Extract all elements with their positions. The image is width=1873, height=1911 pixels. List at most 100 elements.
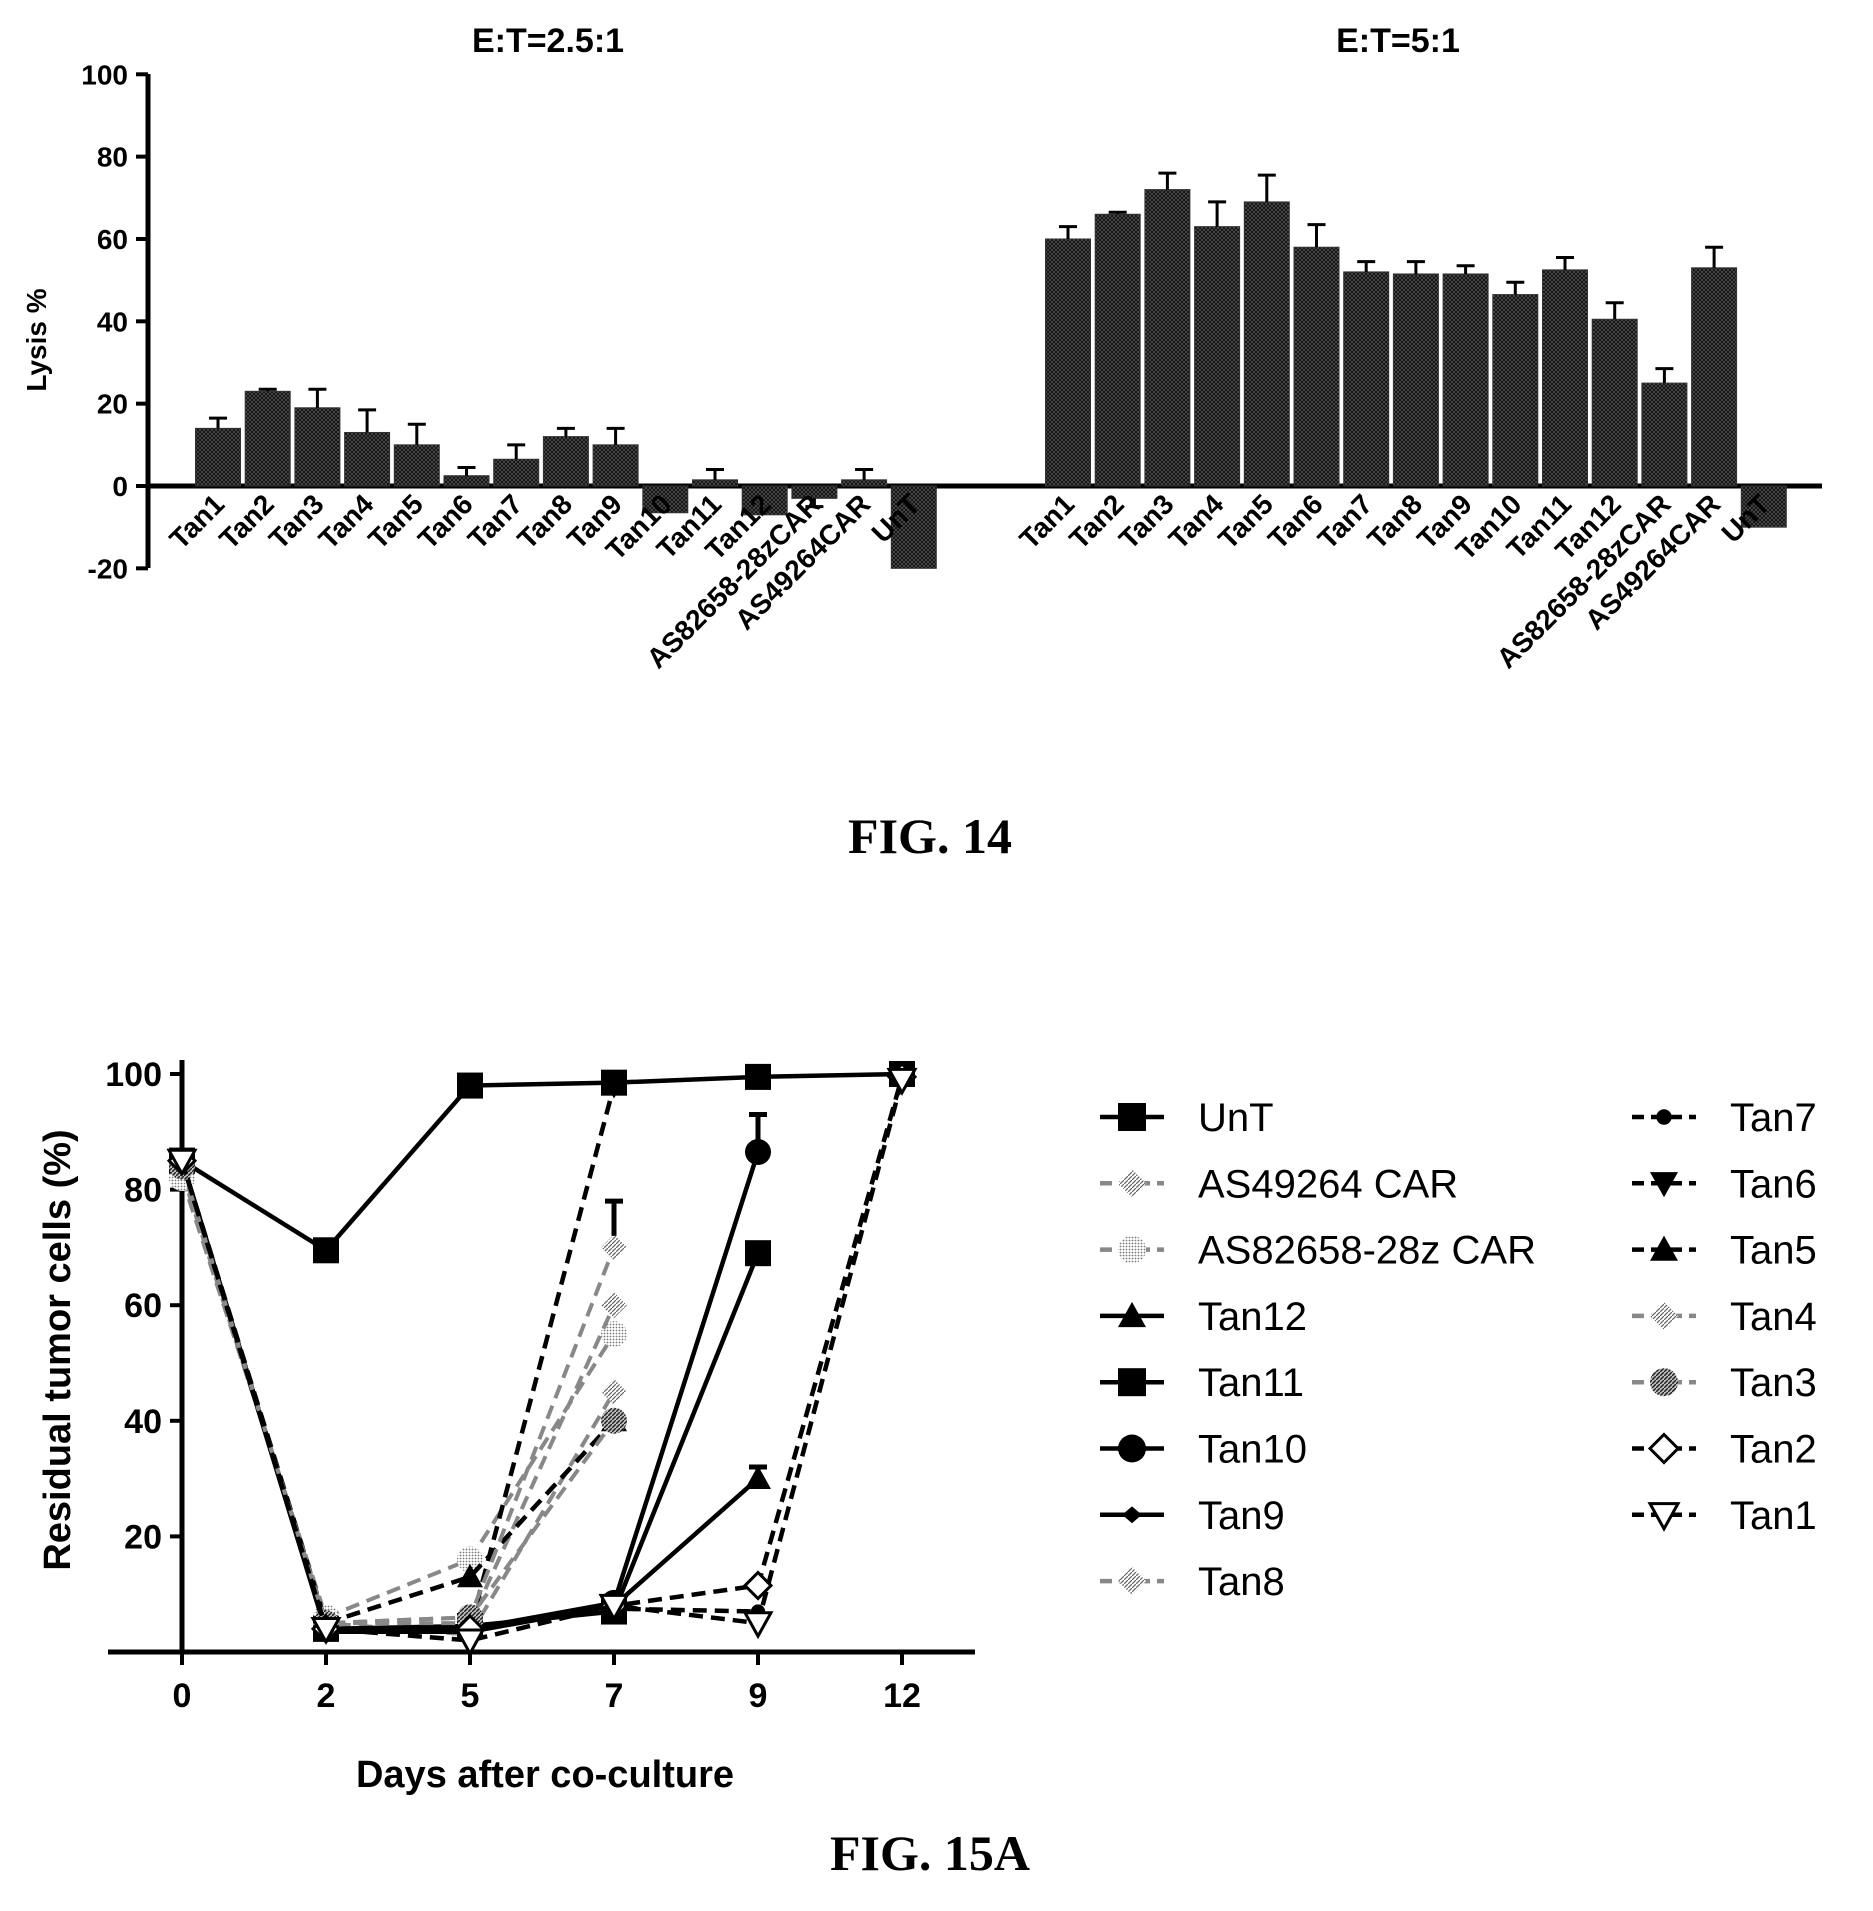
bar <box>393 444 440 487</box>
error-bars <box>605 1111 767 1479</box>
bar <box>1641 382 1688 487</box>
data-point <box>454 1628 486 1657</box>
data-point <box>310 1616 342 1645</box>
y-tick-label: 80 <box>97 142 128 173</box>
bar <box>1293 246 1340 487</box>
series-line <box>179 1160 616 1626</box>
bar <box>195 427 241 487</box>
figure-caption-fig15a: FIG. 15A <box>830 1825 1030 1881</box>
data-point <box>1647 1502 1681 1532</box>
data-point <box>1118 1103 1146 1131</box>
data-point <box>1118 1235 1146 1264</box>
bar <box>741 485 788 516</box>
legend-item: AS49264 CAR <box>1100 1162 1458 1206</box>
y-tick-label: -20 <box>88 553 128 584</box>
legend-item: Tan12 <box>1100 1295 1307 1339</box>
panel-title-right: E:T=5:1 <box>1336 22 1460 60</box>
legend-item: Tan11 <box>1100 1361 1304 1405</box>
series <box>166 1067 918 1657</box>
legend-label: Tan6 <box>1730 1162 1817 1206</box>
data-point <box>1118 1567 1146 1596</box>
bar <box>1045 238 1091 487</box>
data-point <box>1118 1169 1146 1198</box>
x-tick-label: 9 <box>749 1677 768 1715</box>
x-tick-label: Tan2 <box>1063 488 1130 555</box>
data-point <box>745 1240 771 1267</box>
data-point <box>1656 1109 1672 1125</box>
data-point <box>601 1292 627 1319</box>
legend-label: AS49264 CAR <box>1198 1162 1458 1206</box>
x-tick-label: 0 <box>173 1677 192 1715</box>
x-tick-label: Tan7 <box>462 488 529 555</box>
data-point <box>601 1234 627 1261</box>
data-point <box>457 1563 483 1588</box>
data-point <box>601 1407 627 1434</box>
legend-label: Tan7 <box>1730 1096 1817 1140</box>
x-tick-label: Tan1 <box>164 488 231 555</box>
data-point <box>745 1063 771 1090</box>
series <box>169 1153 627 1637</box>
bar <box>542 436 589 487</box>
bar <box>1392 273 1439 487</box>
legend-item: Tan7 <box>1632 1096 1817 1140</box>
bar <box>1194 226 1241 487</box>
line-chart-fig15a: Residual tumor cells (%) Days after co-c… <box>37 1056 1817 1881</box>
figure-caption-fig14: FIG. 14 <box>848 808 1012 864</box>
bar <box>841 479 888 487</box>
x-tick-label: Tan8 <box>1361 488 1428 555</box>
legend-label: Tan3 <box>1730 1361 1817 1405</box>
bar <box>1740 485 1787 528</box>
data-point <box>601 1378 627 1405</box>
legend-label: Tan5 <box>1730 1229 1817 1273</box>
series <box>169 1075 627 1642</box>
y-tick-label: 20 <box>97 389 128 420</box>
x-tick-label: Tan5 <box>362 488 429 555</box>
axis-ticks: 20 40 60 80 100 0 2 5 7 9 12 <box>105 1056 921 1715</box>
data-point <box>1650 1172 1678 1198</box>
bar <box>592 444 639 487</box>
series-line <box>179 1160 615 1635</box>
bar <box>1144 189 1191 487</box>
y-tick-label: 0 <box>112 471 128 502</box>
legend: UnT AS49264 CAR AS82658-28z CAR Tan12 Tan11 T… <box>1100 1096 1817 1604</box>
legend-item: Tan4 <box>1632 1295 1817 1339</box>
bar <box>890 485 937 569</box>
bar <box>493 458 540 487</box>
legend-label: UnT <box>1198 1096 1274 1140</box>
x-tick-label: Tan4 <box>1163 488 1230 555</box>
data-point <box>601 1321 627 1348</box>
x-tick-label: Tan4 <box>313 488 380 555</box>
legend-label: Tan9 <box>1198 1494 1285 1538</box>
y-tick-label: 100 <box>105 1056 162 1094</box>
legend-label: Tan4 <box>1730 1295 1817 1339</box>
legend-item: Tan3 <box>1632 1361 1817 1405</box>
x-tick-label: 12 <box>883 1677 921 1715</box>
data-point <box>1122 1506 1142 1524</box>
bar <box>294 407 341 487</box>
series <box>166 1061 918 1645</box>
data-point <box>1118 1368 1146 1397</box>
bar <box>642 485 689 514</box>
legend-label: Tan11 <box>1198 1361 1304 1405</box>
legend-item: Tan1 <box>1632 1494 1817 1538</box>
series <box>169 1165 627 1631</box>
bar <box>443 475 490 487</box>
series-line <box>180 1165 616 1626</box>
bar <box>1492 294 1539 487</box>
legend-label: AS82658-28z CAR <box>1198 1229 1536 1273</box>
bar <box>1094 213 1141 487</box>
series-line <box>180 1171 616 1637</box>
x-tick-labels: Tan1Tan2Tan3Tan4Tan5Tan6Tan7Tan8Tan9Tan1… <box>164 488 1776 674</box>
y-tick-label: 40 <box>97 306 128 337</box>
legend-label: Tan10 <box>1198 1428 1307 1472</box>
bar <box>1343 271 1390 487</box>
series <box>169 1159 627 1648</box>
x-tick-label: Tan8 <box>511 488 578 555</box>
x-tick-label: 2 <box>317 1677 336 1715</box>
x-tick-label: Tan6 <box>1262 488 1329 555</box>
x-tick-label: Tan3 <box>263 488 330 555</box>
y-tick-label: 60 <box>124 1287 162 1325</box>
legend-item: UnT <box>1100 1096 1274 1140</box>
legend-item: Tan6 <box>1632 1162 1817 1206</box>
data-point <box>457 1546 483 1573</box>
